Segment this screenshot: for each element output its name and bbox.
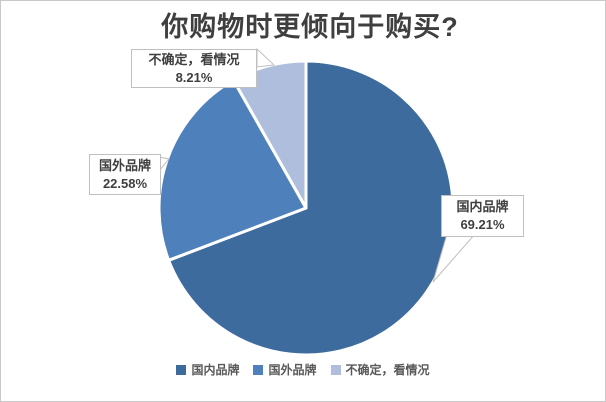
pie-slice-1 (157, 78, 308, 262)
legend-label-foreign: 国外品牌 (268, 363, 317, 377)
legend-swatch-0 (176, 365, 187, 375)
data-label-domestic: 国内品牌 69.21% (441, 195, 524, 237)
data-label-foreign: 国外品牌 22.58% (89, 154, 161, 195)
pie-slice-0 (167, 59, 455, 357)
legend-label-domestic: 国内品牌 (191, 363, 240, 377)
data-label-uncertain-value: 8.21% (175, 69, 213, 85)
chart-title: 你购物时更倾向于购买? (161, 12, 459, 42)
data-label-foreign-value: 22.58% (102, 175, 148, 191)
legend-swatch-1 (253, 365, 264, 375)
legend-swatch-2 (330, 365, 341, 375)
data-label-domestic-value: 69.21% (460, 217, 505, 232)
legend-item-foreign: 国外品牌 (253, 363, 317, 377)
data-label-uncertain-name: 不确定，看情况 (148, 51, 240, 67)
pie-slices (157, 59, 455, 357)
callout-tail-uncertain-icon (256, 47, 276, 68)
legend-label-uncertain: 不确定，看情况 (345, 363, 430, 377)
data-label-foreign-name: 国外品牌 (98, 157, 151, 173)
data-label-uncertain: 不确定，看情况 8.21% (131, 49, 257, 88)
legend-item-domestic: 国内品牌 (176, 364, 239, 376)
data-label-domestic-name: 国内品牌 (456, 199, 509, 214)
legend-item-uncertain: 不确定，看情况 (330, 363, 430, 377)
legend: 国内品牌 国外品牌 不确定，看情况 (1, 364, 605, 376)
